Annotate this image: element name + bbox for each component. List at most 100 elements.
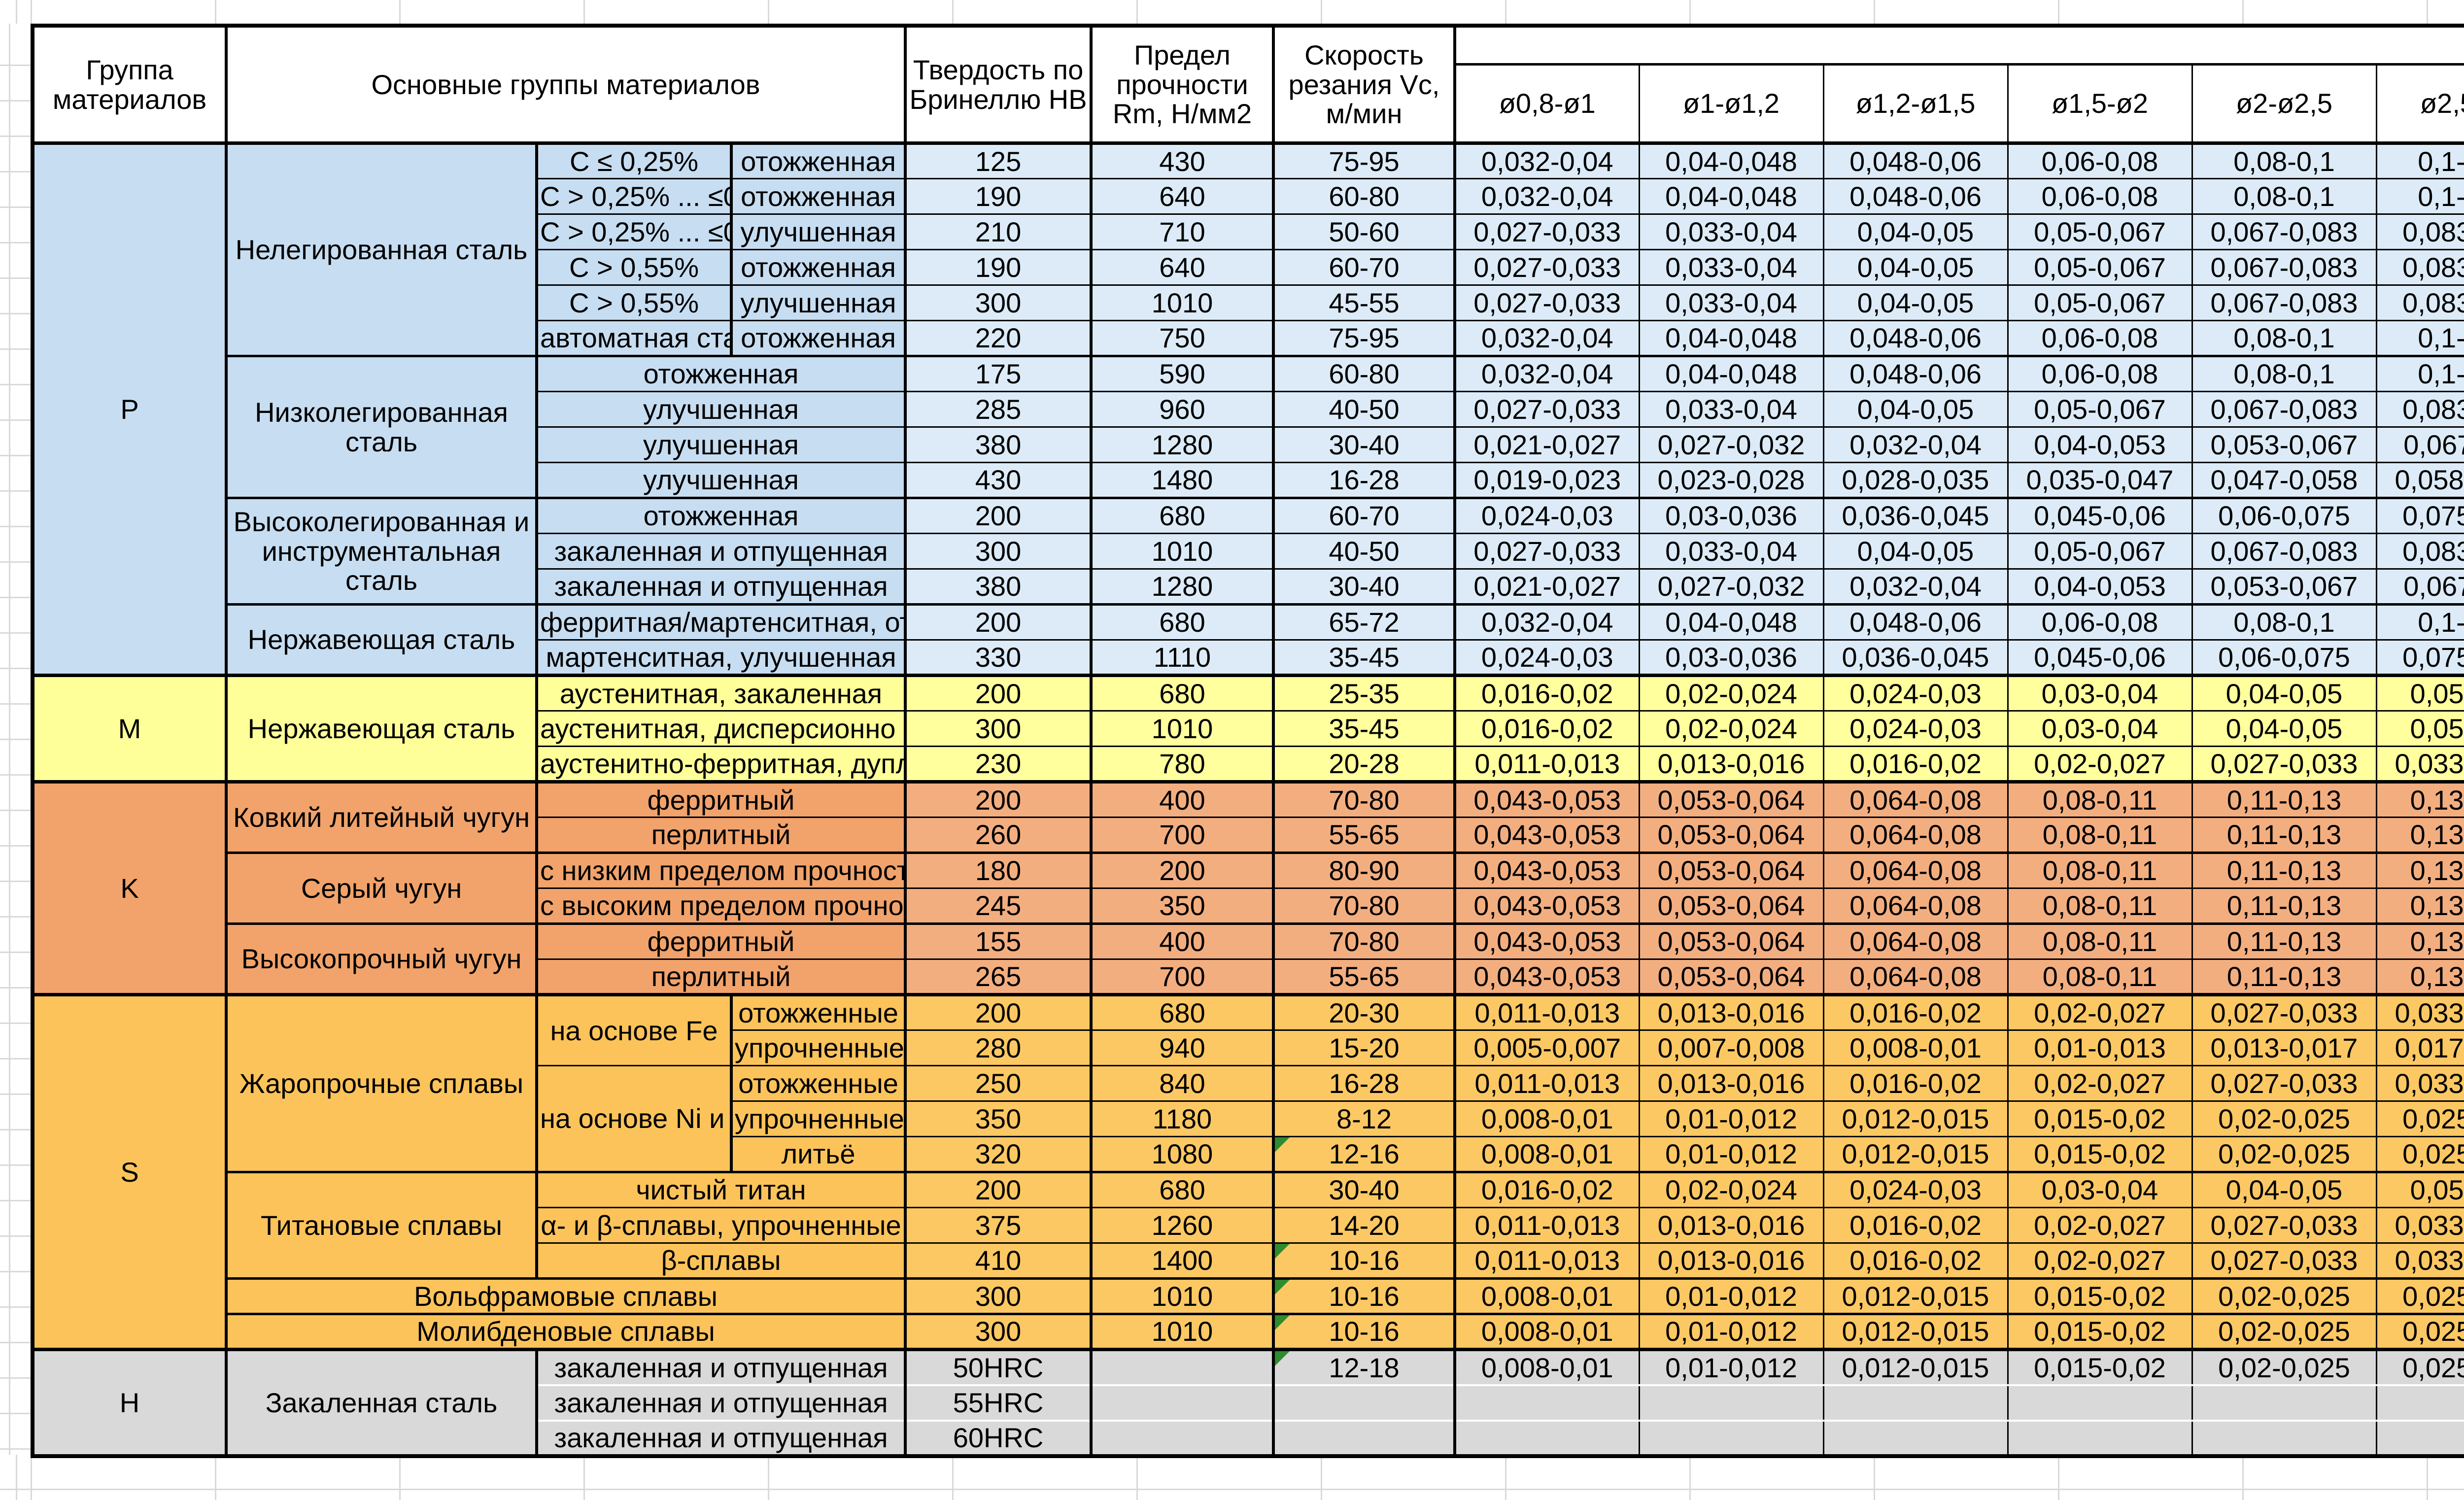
rm-cell[interactable]: 710 [1090,213,1275,250]
feed-cell[interactable]: 0,011-0,013 [1454,993,1640,1031]
vc-cell[interactable]: 20-30 [1272,993,1456,1031]
feed-cell[interactable]: 0,025-0,04 [2375,1313,2464,1350]
feed-cell[interactable]: 0,016-0,02 [1454,1171,1640,1208]
rm-cell[interactable]: 1180 [1090,1100,1275,1137]
header-cutting-speed-vc[interactable]: Скорость резания Vc, м/мин [1272,25,1456,144]
feed-cell[interactable]: 0,04-0,048 [1638,141,1824,179]
feed-cell[interactable] [1454,1419,1640,1457]
vc-cell[interactable]: 75-95 [1272,320,1456,357]
feed-cell[interactable]: 0,032-0,04 [1454,178,1640,215]
feed-cell[interactable]: 0,1-0,16 [2375,320,2464,357]
feed-cell[interactable] [2375,1419,2464,1457]
feed-cell[interactable]: 0,027-0,033 [2191,1065,2377,1102]
material-sub-cell[interactable]: улучшенная [730,213,907,250]
feed-cell[interactable]: 0,013-0,016 [1638,1242,1824,1279]
material-sub-cell[interactable]: β-сплавы [535,1242,907,1279]
hb-cell[interactable]: 210 [904,213,1093,250]
feed-cell[interactable]: 0,016-0,02 [1822,746,2009,783]
feed-cell[interactable]: 0,045-0,06 [2007,639,2193,676]
rm-cell[interactable] [1090,1419,1275,1457]
vc-cell[interactable]: 16-28 [1272,462,1456,499]
feed-cell[interactable]: 0,016-0,02 [1822,1242,2009,1279]
material-sub-cell[interactable]: закаленная и отпущенная [535,568,907,605]
feed-cell[interactable]: 0,02-0,027 [2007,1242,2193,1279]
feed-cell[interactable]: 0,033-0,04 [1638,533,1824,570]
feed-cell[interactable]: 0,11-0,13 [2191,780,2377,818]
rm-cell[interactable]: 430 [1090,141,1275,179]
feed-cell[interactable]: 0,02-0,027 [2007,1065,2193,1102]
feed-cell[interactable]: 0,083-0,13 [2375,391,2464,428]
feed-cell[interactable]: 0,012-0,015 [1822,1313,2009,1350]
material-sub-cell[interactable]: ферритная/мартенситная, отожжен. [535,603,907,641]
header-diameter-col[interactable]: ø2,5-ø4 [2375,64,2464,145]
feed-cell[interactable]: 0,06-0,08 [2007,355,2193,392]
hb-cell[interactable]: 220 [904,320,1093,357]
feed-cell[interactable]: 0,053-0,064 [1638,817,1824,853]
feed-cell[interactable] [1822,1419,2009,1457]
hb-cell[interactable]: 285 [904,391,1093,428]
feed-cell[interactable]: 0,01-0,012 [1638,1100,1824,1137]
material-main-cell[interactable]: Серый чугун [225,852,538,924]
feed-cell[interactable]: 0,025-0,04 [2375,1277,2464,1315]
feed-cell[interactable]: 0,08-0,1 [2191,320,2377,357]
header-diameter-col[interactable]: ø1,2-ø1,5 [1822,64,2009,145]
feed-cell[interactable]: 0,06-0,08 [2007,320,2193,357]
feed-cell[interactable]: 0,027-0,033 [1454,391,1640,428]
feed-cell[interactable]: 0,04-0,05 [1822,249,2009,286]
feed-cell[interactable]: 0,013-0,016 [1638,1065,1824,1102]
vc-cell[interactable]: 12-16 [1272,1136,1456,1173]
feed-cell[interactable]: 0,015-0,02 [2007,1313,2193,1350]
material-main-cell[interactable]: Нержавеющая сталь [225,674,538,783]
feed-cell[interactable]: 0,11-0,13 [2191,887,2377,924]
feed-cell[interactable]: 0,012-0,015 [1822,1136,2009,1173]
feed-cell[interactable]: 0,015-0,02 [2007,1136,2193,1173]
feed-cell[interactable]: 0,032-0,04 [1454,355,1640,392]
hb-cell[interactable]: 380 [904,568,1093,605]
feed-cell[interactable]: 0,01-0,012 [1638,1277,1824,1315]
material-sub-cell[interactable]: аустенитная, закаленная [535,674,907,712]
material-sub-cell[interactable]: закаленная и отпущенная [535,1348,907,1386]
vc-cell[interactable]: 65-72 [1272,603,1456,641]
hb-cell[interactable]: 280 [904,1029,1093,1066]
hb-cell[interactable]: 380 [904,426,1093,463]
feed-cell[interactable]: 0,08-0,1 [2191,141,2377,179]
hb-cell[interactable]: 250 [904,1065,1093,1102]
hb-cell[interactable]: 300 [904,1277,1093,1315]
material-main-cell[interactable]: Титановые сплавы [225,1171,538,1279]
feed-cell[interactable] [1822,1384,2009,1421]
feed-cell[interactable]: 0,11-0,13 [2191,852,2377,889]
rm-cell[interactable]: 680 [1090,603,1275,641]
feed-cell[interactable]: 0,032-0,04 [1454,603,1640,641]
material-main-cell[interactable]: Высокопрочный чугун [225,922,538,995]
vc-cell[interactable]: 12-18 [1272,1348,1456,1386]
feed-cell[interactable]: 0,043-0,053 [1454,852,1640,889]
feed-cell[interactable]: 0,024-0,03 [1454,639,1640,676]
feed-cell[interactable]: 0,04-0,05 [1822,391,2009,428]
feed-cell[interactable] [1454,1384,1640,1421]
hb-cell[interactable]: 410 [904,1242,1093,1279]
feed-cell[interactable]: 0,13-0,21 [2375,817,2464,853]
header-main-groups[interactable]: Основные группы материалов [225,25,907,144]
feed-cell[interactable]: 0,01-0,012 [1638,1313,1824,1350]
feed-cell[interactable]: 0,03-0,04 [2007,1171,2193,1208]
feed-cell[interactable]: 0,016-0,02 [1822,1065,2009,1102]
feed-cell[interactable]: 0,024-0,03 [1822,674,2009,712]
rm-cell[interactable]: 840 [1090,1065,1275,1102]
feed-cell[interactable]: 0,06-0,08 [2007,178,2193,215]
feed-cell[interactable]: 0,025-0,04 [2375,1348,2464,1386]
hb-cell[interactable]: 375 [904,1207,1093,1244]
hb-cell[interactable]: 190 [904,178,1093,215]
feed-cell[interactable]: 0,008-0,01 [1454,1136,1640,1173]
material-sub-cell[interactable]: улучшенная [730,284,907,321]
feed-cell[interactable]: 0,033-0,04 [1638,249,1824,286]
feed-cell[interactable]: 0,1-0,16 [2375,355,2464,392]
feed-cell[interactable]: 0,043-0,053 [1454,922,1640,960]
feed-cell[interactable]: 0,048-0,06 [1822,178,2009,215]
feed-cell[interactable]: 0,016-0,02 [1822,1207,2009,1244]
material-main-cell[interactable]: Низколегированная сталь [225,355,538,499]
material-group-cell[interactable]: K [31,780,228,995]
feed-cell[interactable]: 0,032-0,04 [1822,568,2009,605]
feed-cell[interactable]: 0,015-0,02 [2007,1348,2193,1386]
feed-cell[interactable]: 0,04-0,05 [1822,213,2009,250]
rm-cell[interactable]: 590 [1090,355,1275,392]
